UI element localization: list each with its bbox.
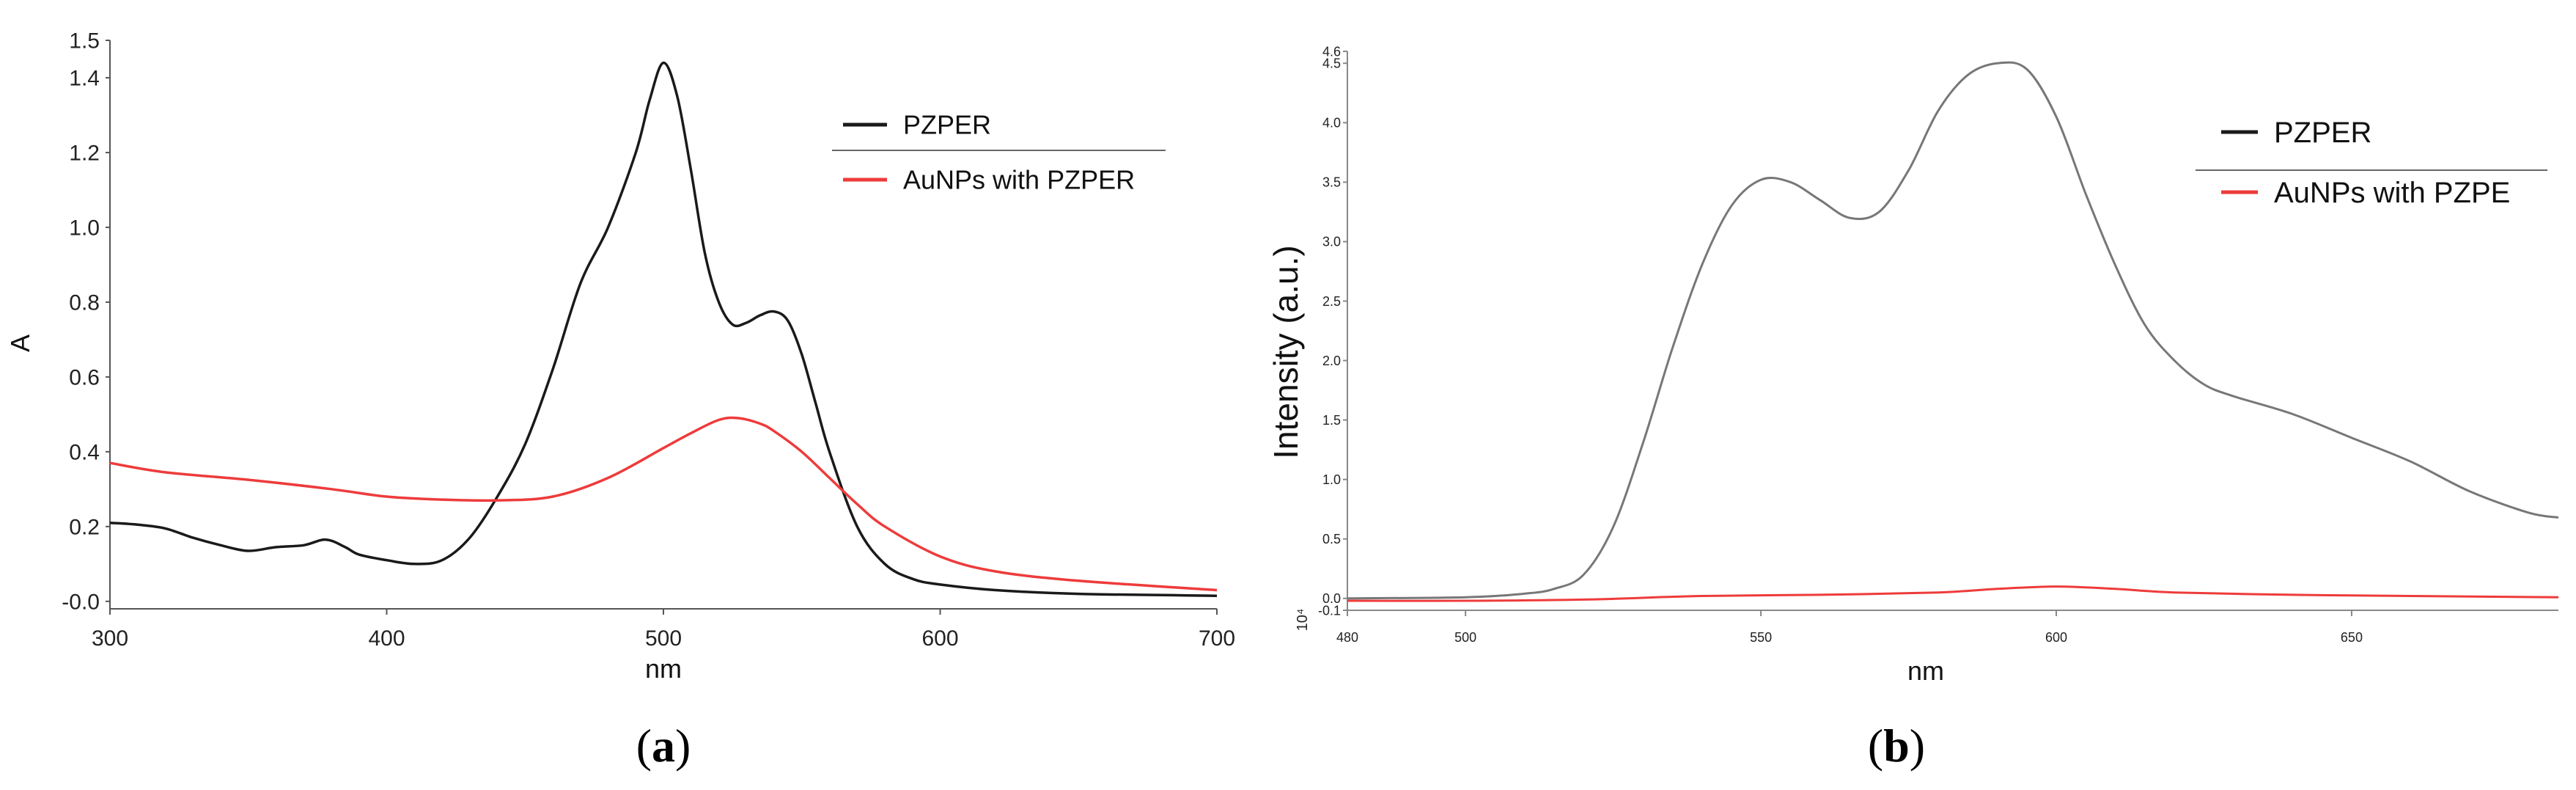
panel-a-x-tick-label: 400	[368, 626, 405, 651]
panel-a-legend-label: PZPER	[903, 110, 991, 140]
panel-b-label: (b)	[1868, 720, 1925, 772]
panel-a-y-tick-label: 1.2	[69, 141, 100, 165]
panel-b-x-tick-label: 500	[1454, 630, 1476, 645]
panel-a-y-tick-label: 0.4	[69, 440, 100, 464]
panel-b-x-tick-label: 480	[1336, 630, 1358, 645]
panel-a-ylabel: A	[5, 334, 35, 352]
panel-a-legend: PZPER AuNPs with PZPER	[832, 110, 1166, 195]
panel-b-y-tick-label: 4.5	[1322, 56, 1341, 71]
panel-a-legend-label: AuNPs with PZPER	[903, 165, 1135, 195]
panel-b-y-tick-label: 3.0	[1322, 235, 1341, 249]
panel-b-chart: Intensity (a.u.) 10⁴ nm -0.10.0 0.5 1.0 1.5…	[1267, 44, 2559, 772]
panel-b-x-tick-label: 600	[2045, 630, 2067, 645]
panel-a-x-tick-label: 300	[92, 626, 128, 651]
panel-a-y-tick-label: 0.8	[69, 290, 100, 315]
panel-b-y-tick-label: 1.0	[1322, 472, 1341, 487]
panel-a-series	[109, 61, 1218, 597]
panel-b-legend: PZPER AuNPs with PZPE	[2196, 117, 2547, 209]
panel-a-series-line-1	[109, 61, 1218, 597]
panel-b-y-tick-label: 2.5	[1322, 294, 1341, 309]
panel-b-series-line-2	[1347, 585, 2559, 602]
panel-a-letter: a	[652, 720, 675, 772]
panel-a-y-tick-label: 0.6	[69, 365, 100, 389]
panel-b-legend-label: PZPER	[2274, 117, 2371, 149]
panel-b-y-tick-label: 0.5	[1322, 532, 1341, 546]
panel-b-x-tick-label: 650	[2341, 630, 2363, 645]
panel-a-y-tick-label: 1.0	[69, 216, 100, 240]
panel-a-y-tick-label: 1.4	[69, 66, 100, 90]
panel-b-y-tick-label: 4.6	[1322, 44, 1341, 59]
panel-a-x-tick-label: 600	[921, 626, 958, 651]
panel-b-ylabel: Intensity (a.u.)	[1267, 245, 1305, 458]
panel-a-x-tick-label: 700	[1199, 626, 1235, 651]
panel-a-axes: -0.0 0.2 0.4 0.6 0.8 1.0 1.2 1.4 1.5 300 400 500 600…	[62, 29, 1235, 651]
panel-b-y-tick-label: 3.5	[1322, 175, 1341, 190]
panel-b-letter: b	[1883, 720, 1910, 772]
panel-b-axes: -0.10.0 0.5 1.0 1.5 2.0 2.5 3.0 3.5 4.0 4.54.6 480…	[1318, 44, 2558, 645]
panel-b-y-tick-label: 1.5	[1322, 413, 1341, 428]
panel-a-x-tick-label: 500	[645, 626, 682, 651]
panel-b-series	[1347, 61, 2559, 602]
panel-b-y-tick-label: 0.0	[1322, 591, 1341, 606]
panel-b-y-multiplier: 10⁴	[1295, 609, 1311, 632]
panel-a-chart: A nm -0.0 0.2 0.4 0.6 0.8 1.0 1.2 1.4 1.5 300 400 5…	[5, 29, 1235, 772]
panel-b-y-tick-label: -0.1	[1318, 603, 1341, 618]
panel-a-y-tick-label: 0.2	[69, 515, 100, 539]
panel-a-xlabel: nm	[645, 654, 682, 684]
panel-b-legend-label: AuNPs with PZPE	[2274, 177, 2510, 209]
panel-b-x-tick-label: 550	[1750, 630, 1772, 645]
panel-a-series-line-2	[109, 416, 1218, 592]
panel-a-y-tick-label: 1.5	[69, 29, 100, 54]
panel-a-label: (a)	[636, 720, 691, 772]
panel-a-y-tick-label: -0.0	[62, 590, 100, 614]
panel-b-y-tick-label: 4.0	[1322, 116, 1341, 131]
panel-b-y-tick-label: 2.0	[1322, 354, 1341, 368]
panel-b-series-line-1	[1347, 61, 2559, 600]
panel-b-xlabel: nm	[1907, 656, 1944, 686]
